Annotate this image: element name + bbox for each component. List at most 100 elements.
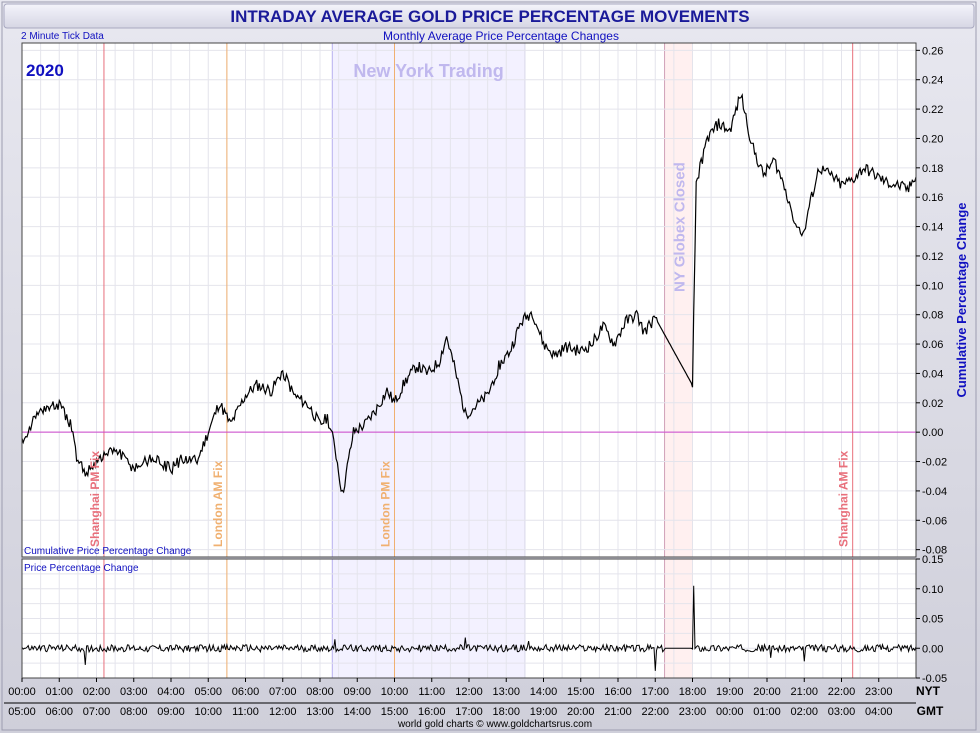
xtick-label-nyt: 07:00 bbox=[269, 686, 297, 698]
ytick-label-upper: 0.22 bbox=[922, 104, 943, 116]
ytick-label-upper: 0.24 bbox=[922, 75, 943, 87]
y-axis-label: Cumulative Percentage Change bbox=[954, 202, 969, 397]
xtick-label-nyt: 21:00 bbox=[790, 686, 818, 698]
ytick-label-upper: 0.04 bbox=[922, 368, 943, 380]
x-ticks-layer: 00:00 05:00 01:00 06:00 02:00 07:00 03:00 08:00… bbox=[4, 678, 916, 718]
ytick-label-lower: -0.05 bbox=[922, 673, 947, 685]
grid-layer bbox=[21, 43, 917, 679]
xtick-label-nyt: 18:00 bbox=[679, 686, 707, 698]
xtick-label-nyt: 09:00 bbox=[343, 686, 371, 698]
ytick-label-lower: 0.05 bbox=[922, 614, 943, 626]
cumulative-series-line bbox=[21, 92, 917, 494]
ytick-label-upper: 0.20 bbox=[922, 133, 943, 145]
xtick-label-gmt: 04:00 bbox=[865, 706, 893, 718]
ytick-label-upper: 0.26 bbox=[922, 45, 943, 57]
xtick-label-gmt: 15:00 bbox=[381, 706, 409, 718]
band-globex-0 bbox=[664, 43, 693, 557]
xtick-label-nyt: 02:00 bbox=[83, 686, 111, 698]
xtick-label-nyt: 13:00 bbox=[492, 686, 520, 698]
ytick-label-upper: 0.00 bbox=[922, 427, 943, 439]
chart-title: INTRADAY AVERAGE GOLD PRICE PERCENTAGE M… bbox=[230, 7, 749, 26]
xtick-label-nyt: 04:00 bbox=[157, 686, 185, 698]
ytick-label-upper: 0.16 bbox=[922, 192, 943, 204]
xtick-label-nyt: 00:00 bbox=[8, 686, 36, 698]
year-label: 2020 bbox=[26, 61, 64, 80]
ytick-label-lower: 0.10 bbox=[922, 584, 943, 596]
ytick-label-upper: -0.04 bbox=[922, 486, 947, 498]
xtick-label-nyt: 05:00 bbox=[194, 686, 222, 698]
nyt-label: NYT bbox=[916, 684, 941, 698]
upper-panel-title: Cumulative Price Percentage Change bbox=[24, 546, 192, 557]
ytick-label-upper: 0.18 bbox=[922, 163, 943, 175]
ytick-label-upper: 0.02 bbox=[922, 398, 943, 410]
xtick-label-gmt: 18:00 bbox=[492, 706, 520, 718]
fix-label-0: Shanghai PM Fix bbox=[88, 451, 102, 547]
ytick-label-upper: 0.14 bbox=[922, 222, 943, 234]
ytick-label-upper: -0.02 bbox=[922, 457, 947, 469]
fix-labels-layer: Shanghai PM Fix London AM Fix London PM Fi… bbox=[88, 61, 851, 547]
xtick-label-nyt: 23:00 bbox=[865, 686, 893, 698]
upper-plot-border bbox=[21, 42, 917, 558]
fix-label-3: Shanghai AM Fix bbox=[837, 450, 851, 547]
xtick-label-gmt: 13:00 bbox=[306, 706, 334, 718]
fix-label-1: London AM Fix bbox=[211, 460, 225, 547]
xtick-label-nyt: 08:00 bbox=[306, 686, 334, 698]
xtick-label-nyt: 19:00 bbox=[716, 686, 744, 698]
xtick-label-nyt: 16:00 bbox=[604, 686, 632, 698]
band-label-ny: New York Trading bbox=[353, 61, 503, 81]
ytick-label-upper: 0.12 bbox=[922, 251, 943, 263]
xtick-label-gmt: 20:00 bbox=[567, 706, 595, 718]
fix-lines-layer bbox=[103, 43, 854, 678]
xtick-label-gmt: 00:00 bbox=[716, 706, 744, 718]
xtick-label-gmt: 23:00 bbox=[679, 706, 707, 718]
xtick-label-gmt: 01:00 bbox=[753, 706, 781, 718]
gmt-label: GMT bbox=[917, 704, 944, 718]
xtick-label-gmt: 06:00 bbox=[45, 706, 73, 718]
xtick-label-nyt: 22:00 bbox=[828, 686, 856, 698]
ytick-label-upper: 0.06 bbox=[922, 339, 943, 351]
xtick-label-nyt: 03:00 bbox=[120, 686, 148, 698]
tick-data-note: 2 Minute Tick Data bbox=[21, 31, 104, 42]
xtick-label-nyt: 17:00 bbox=[641, 686, 669, 698]
xtick-label-nyt: 14:00 bbox=[530, 686, 558, 698]
xtick-label-gmt: 16:00 bbox=[418, 706, 446, 718]
ytick-label-upper: -0.08 bbox=[922, 545, 947, 557]
ytick-label-upper: 0.08 bbox=[922, 310, 943, 322]
xtick-label-gmt: 03:00 bbox=[828, 706, 856, 718]
xtick-label-nyt: 15:00 bbox=[567, 686, 595, 698]
xtick-label-nyt: 11:00 bbox=[418, 686, 445, 698]
band-ny-0 bbox=[332, 43, 525, 557]
band-label-globex: NY Globex Closed bbox=[672, 162, 689, 292]
xtick-label-nyt: 01:00 bbox=[45, 686, 73, 698]
xtick-label-gmt: 22:00 bbox=[641, 706, 669, 718]
xtick-label-gmt: 12:00 bbox=[269, 706, 297, 718]
xtick-label-nyt: 12:00 bbox=[455, 686, 483, 698]
xtick-label-gmt: 07:00 bbox=[83, 706, 111, 718]
chart-subtitle: Monthly Average Price Percentage Changes bbox=[383, 29, 619, 43]
lower-panel-title: Price Percentage Change bbox=[24, 563, 139, 574]
ytick-label-lower: 0.15 bbox=[922, 554, 943, 566]
xtick-label-gmt: 14:00 bbox=[343, 706, 371, 718]
title-bar bbox=[3, 3, 975, 29]
xtick-label-gmt: 02:00 bbox=[790, 706, 818, 718]
xtick-label-nyt: 10:00 bbox=[381, 686, 409, 698]
xtick-label-gmt: 11:00 bbox=[232, 706, 259, 718]
xtick-label-gmt: 10:00 bbox=[194, 706, 222, 718]
ytick-label-upper: 0.10 bbox=[922, 280, 943, 292]
percentage-series-line bbox=[21, 585, 917, 671]
y-ticks-layer: 0.26 0.24 0.22 0.20 0.18 0.16 0.14 0.12 0.10 0.08… bbox=[916, 45, 947, 685]
xtick-label-gmt: 08:00 bbox=[120, 706, 148, 718]
xtick-label-gmt: 17:00 bbox=[455, 706, 483, 718]
fix-label-2: London PM Fix bbox=[379, 461, 393, 547]
xtick-label-nyt: 20:00 bbox=[753, 686, 781, 698]
ytick-label-lower: 0.00 bbox=[922, 643, 943, 655]
xtick-label-gmt: 09:00 bbox=[157, 706, 185, 718]
xtick-label-nyt: 06:00 bbox=[232, 686, 260, 698]
footer-credit: world gold charts © www.goldchartsrus.co… bbox=[397, 719, 592, 730]
xtick-label-gmt: 21:00 bbox=[604, 706, 632, 718]
xtick-label-gmt: 19:00 bbox=[530, 706, 558, 718]
xtick-label-gmt: 05:00 bbox=[8, 706, 36, 718]
